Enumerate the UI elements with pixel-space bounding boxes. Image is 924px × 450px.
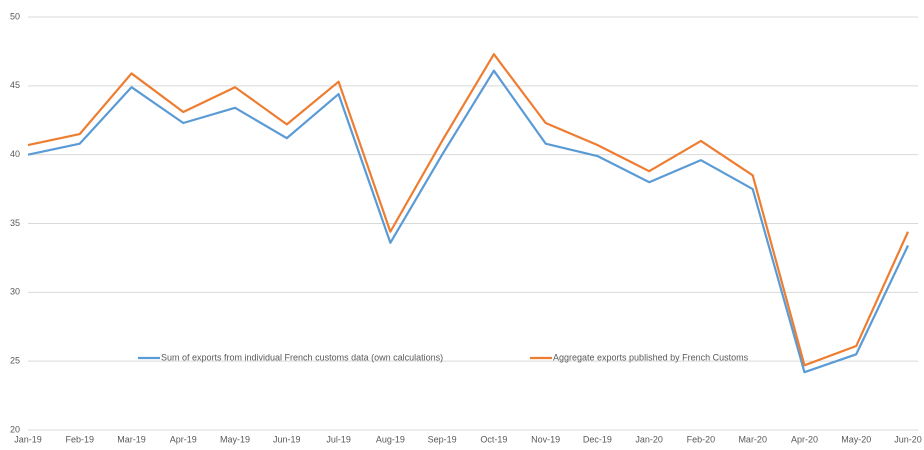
x-tick-label: Aug-19 [376, 434, 405, 444]
series-line [27, 53, 910, 367]
y-tick-label: 40 [10, 149, 20, 159]
x-tick-label: Dec-19 [583, 434, 612, 444]
legend-label: Aggregate exports published by French Cu… [553, 352, 749, 362]
y-tick-label: 30 [10, 287, 20, 297]
x-tick-label: Jan-19 [14, 434, 42, 444]
x-tick-label: May-20 [841, 434, 871, 444]
y-tick-label: 25 [10, 356, 20, 366]
x-tick-label: Jun-20 [894, 434, 922, 444]
x-tick-label: Mar-19 [117, 434, 146, 444]
legend-label: Sum of exports from individual French cu… [161, 352, 443, 362]
x-tick-label: Feb-19 [65, 434, 94, 444]
y-tick-label: 35 [10, 218, 20, 228]
x-tick-label: Jan-20 [635, 434, 663, 444]
x-tick-label: Apr-20 [791, 434, 818, 444]
x-tick-label: Nov-19 [531, 434, 560, 444]
y-tick-label: 50 [10, 11, 20, 21]
x-tick-label: Jul-19 [326, 434, 351, 444]
y-tick-label: 20 [10, 424, 20, 434]
y-tick-label: 45 [10, 80, 20, 90]
x-tick-label: Apr-19 [170, 434, 197, 444]
x-tick-label: Feb-20 [687, 434, 716, 444]
x-tick-label: Sep-19 [428, 434, 457, 444]
x-tick-label: Mar-20 [738, 434, 767, 444]
x-tick-label: Oct-19 [480, 434, 507, 444]
series-line [27, 69, 909, 374]
x-tick-label: Jun-19 [273, 434, 301, 444]
x-tick-label: May-19 [220, 434, 250, 444]
